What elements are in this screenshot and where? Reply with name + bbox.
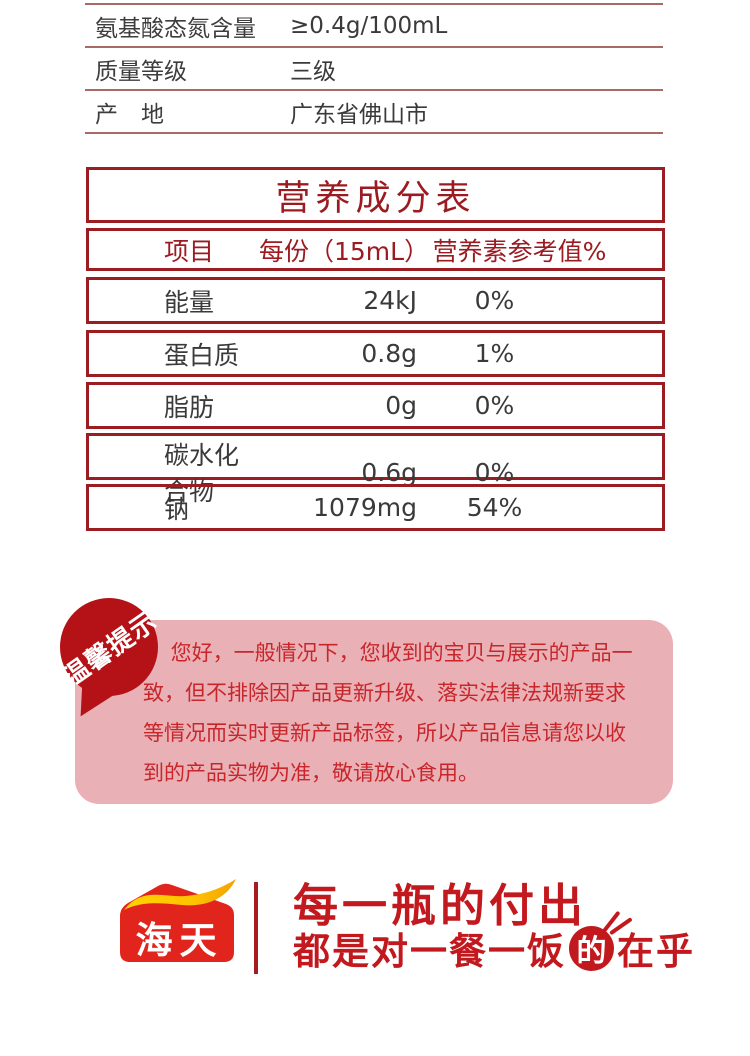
spec-label: 质量等级 bbox=[95, 58, 187, 85]
spec-value: ≥0.4g/100mL bbox=[290, 12, 448, 39]
nutrient-amount: 0.8g bbox=[361, 339, 417, 368]
nutrition-row-fat: 脂肪 0g 0% bbox=[86, 382, 665, 429]
nutrient-nrv: 1% bbox=[474, 339, 515, 368]
slogan-line1: 每一瓶的付出 bbox=[293, 879, 588, 932]
spec-table: 氨基酸态氮含量 ≥0.4g/100mL 质量等级 三级 产 地 广东省佛山市 bbox=[85, 3, 663, 134]
nutrient-amount: 24kJ bbox=[363, 286, 417, 315]
nutrient-name: 蛋白质 bbox=[164, 340, 240, 370]
haitian-logo: 海天 bbox=[112, 876, 240, 970]
speech-bubble-icon: 温馨提示 bbox=[58, 598, 163, 696]
nutrition-row-energy: 能量 24kJ 0% bbox=[86, 277, 665, 324]
nutrient-nrv: 0% bbox=[474, 457, 515, 487]
footer-divider bbox=[254, 882, 258, 974]
notice-panel bbox=[75, 620, 673, 804]
spec-row-origin: 产 地 广东省佛山市 bbox=[85, 89, 663, 132]
nutrient-amount: 1079mg bbox=[313, 493, 417, 522]
slogan-line2-pre: 都是对一餐一饭 bbox=[293, 930, 566, 973]
slogan-line2: 都是对一餐一饭 的 在乎 bbox=[293, 910, 695, 975]
nutrient-name: 钠 bbox=[164, 494, 190, 524]
notice-text: 您好，一般情况下，您收到的宝贝与展示的产品一 致，但不排除因产品更新升级、落实法… bbox=[143, 641, 633, 785]
nutrition-title: 营养成分表 bbox=[275, 178, 476, 219]
nutrient-nrv: 0% bbox=[474, 391, 515, 420]
nutrition-title-box: 营养成分表 bbox=[86, 167, 665, 223]
nutrient-name: 能量 bbox=[164, 287, 215, 317]
haitian-logo-icon bbox=[120, 879, 236, 962]
nutrient-nrv: 0% bbox=[474, 286, 515, 315]
nutrient-name: 脂肪 bbox=[164, 392, 215, 422]
nutrient-amount: 0g bbox=[385, 391, 417, 420]
circled-de-bowl-icon: 的 bbox=[569, 910, 632, 971]
spec-row-quality-grade: 质量等级 三级 bbox=[85, 46, 663, 89]
spec-label: 氨基酸态氮含量 bbox=[95, 15, 256, 42]
spec-value: 广东省佛山市 bbox=[290, 101, 428, 128]
chopsticks-icon bbox=[569, 910, 632, 971]
spec-value: 三级 bbox=[290, 58, 336, 85]
spec-label: 产 地 bbox=[95, 101, 164, 128]
nutrition-header-item: 项目 bbox=[164, 236, 215, 266]
nutrient-name: 碳水化合物 bbox=[164, 441, 240, 506]
nutrition-header-nrv: 营养素参考值% bbox=[432, 236, 607, 266]
circled-character: 的 bbox=[576, 934, 607, 969]
spec-row-amino-nitrogen: 氨基酸态氮含量 ≥0.4g/100mL bbox=[85, 3, 663, 46]
nutrition-header-row: 项目 每份（15mL） 营养素参考值% bbox=[86, 228, 665, 271]
nutrition-row-sodium: 钠 1079mg 54% bbox=[86, 484, 665, 531]
nutrition-header-per-serving: 每份（15mL） bbox=[259, 236, 430, 266]
nutrition-row-carbohydrate: 碳水化合物 0.6g 0% bbox=[86, 433, 665, 506]
nutrient-amount: 0.6g bbox=[361, 457, 417, 487]
nutrition-row-protein: 蛋白质 0.8g 1% bbox=[86, 330, 665, 377]
nutrient-nrv: 54% bbox=[466, 493, 523, 522]
slogan-line2-post: 在乎 bbox=[617, 930, 695, 973]
brand-name: 海天 bbox=[135, 919, 224, 962]
